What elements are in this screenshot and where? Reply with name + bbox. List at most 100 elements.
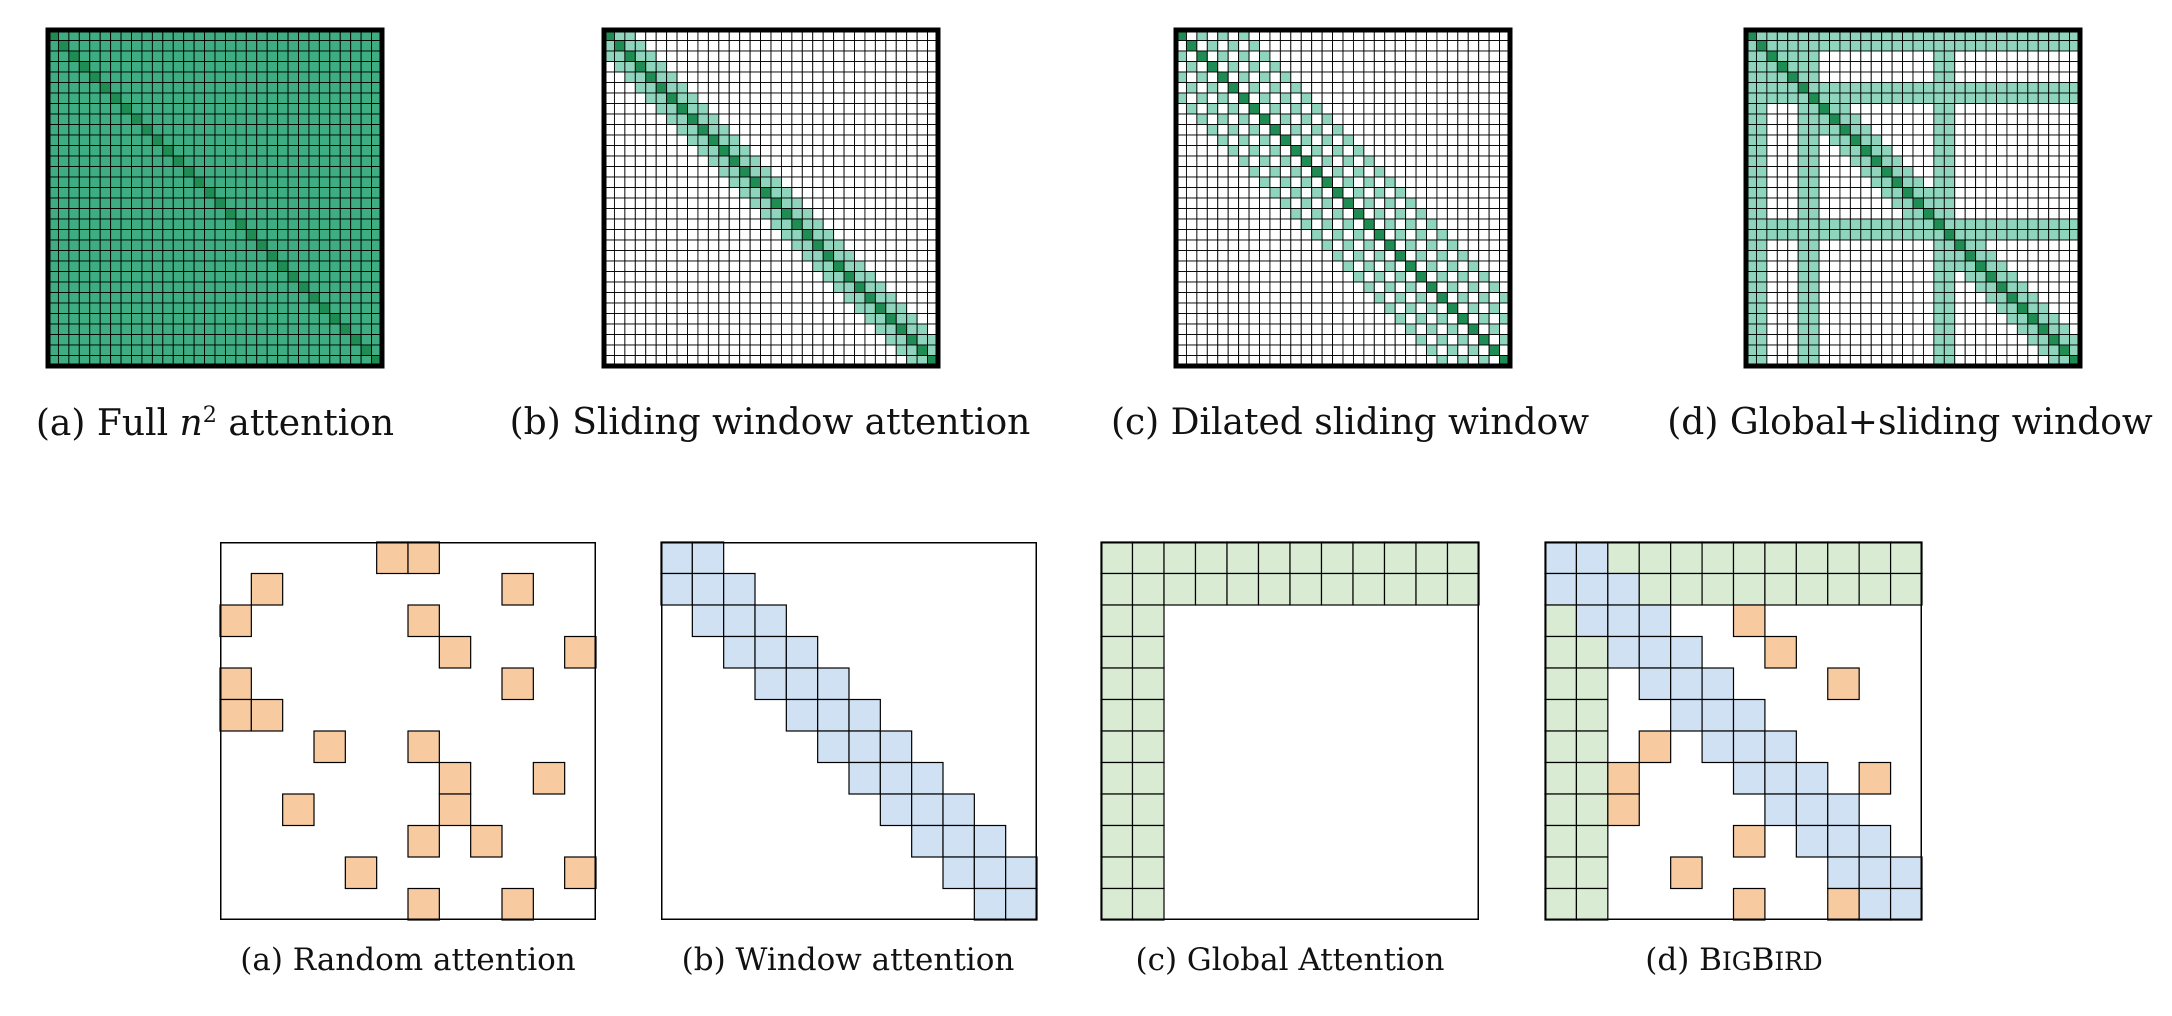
attention-cell (287, 229, 299, 241)
attention-cell (99, 313, 112, 325)
attention-cell (78, 113, 91, 125)
empty-cell (1467, 292, 1480, 304)
empty-cell (1269, 176, 1281, 188)
empty-cell (1405, 208, 1417, 220)
empty-cell (874, 197, 887, 209)
attention-cell (256, 208, 268, 220)
empty-cell (1227, 218, 1240, 230)
empty-cell (895, 176, 908, 188)
empty-cell (822, 61, 835, 73)
empty-cell (1373, 103, 1386, 115)
attention-cell (1860, 166, 1872, 178)
attention-cell (235, 344, 247, 356)
attention-cell (812, 218, 824, 230)
empty-cell (1342, 113, 1354, 125)
empty-cell (1860, 302, 1872, 314)
attention-cell (1311, 166, 1323, 178)
empty-cell (739, 292, 751, 304)
attention-cell (1384, 302, 1396, 314)
attention-cell (287, 208, 299, 220)
empty-cell (801, 71, 814, 83)
attention-cell (287, 82, 299, 94)
attention-cell (1436, 334, 1448, 346)
attention-cell (172, 218, 185, 230)
attention-cell (1352, 572, 1386, 606)
attention-cell (634, 50, 647, 62)
attention-cell (89, 113, 101, 125)
bigbird-matrix (1544, 541, 1923, 921)
attention-cell (110, 302, 122, 314)
attention-cell (1787, 229, 1799, 241)
attention-cell (131, 313, 143, 325)
empty-cell (1426, 61, 1438, 73)
empty-cell (854, 82, 866, 94)
attention-cell (1342, 239, 1354, 251)
attention-cell (1818, 113, 1830, 125)
empty-cell (1457, 176, 1469, 188)
attention-cell (2037, 92, 2050, 104)
attention-cell (864, 281, 876, 293)
attention-cell (1426, 302, 1438, 314)
empty-cell (624, 145, 636, 157)
attention-cell (1891, 82, 1904, 94)
empty-cell (1426, 103, 1438, 115)
empty-cell (1238, 292, 1250, 304)
empty-cell (1384, 50, 1396, 62)
empty-cell (1259, 40, 1271, 52)
attention-cell (89, 176, 101, 188)
attention-cell (1446, 323, 1459, 335)
empty-cell (833, 155, 845, 167)
attention-cell (1858, 824, 1892, 858)
empty-cell (1342, 82, 1354, 94)
empty-cell (655, 281, 668, 293)
attention-cell (277, 134, 289, 146)
attention-cell (770, 176, 782, 188)
empty-cell (1922, 334, 1935, 346)
attention-cell (1985, 229, 1997, 241)
attention-cell (1889, 887, 1923, 921)
empty-cell (843, 124, 855, 136)
attention-cell (287, 218, 299, 230)
empty-cell (1405, 187, 1417, 199)
empty-cell (2048, 281, 2060, 293)
empty-cell (770, 61, 782, 73)
attention-cell (1755, 334, 1768, 346)
attention-cell (235, 313, 247, 325)
empty-cell (1891, 113, 1904, 125)
empty-cell (1394, 50, 1407, 62)
empty-cell (676, 271, 688, 283)
attention-cell (1954, 260, 1966, 272)
empty-cell (1259, 208, 1271, 220)
attention-cell (1446, 572, 1480, 606)
empty-cell (1954, 113, 1966, 125)
attention-cell (1238, 92, 1250, 104)
attention-cell (1238, 134, 1250, 146)
attention-cell (318, 218, 331, 230)
attention-cell (204, 113, 216, 125)
empty-cell (687, 250, 699, 262)
attention-cell (1797, 40, 1810, 52)
attention-cell (1808, 50, 1820, 62)
attention-cell (68, 103, 80, 115)
empty-cell (1922, 239, 1935, 251)
empty-cell (1196, 197, 1208, 209)
attention-cell (1488, 281, 1501, 293)
attention-cell (131, 271, 143, 283)
attention-cell (235, 218, 247, 230)
attention-cell (2048, 344, 2060, 356)
empty-cell (1996, 187, 2008, 199)
empty-cell (812, 197, 824, 209)
attention-cell (1100, 856, 1134, 890)
attention-cell (245, 145, 258, 157)
empty-cell (1881, 250, 1893, 262)
empty-cell (843, 82, 855, 94)
attention-cell (1321, 155, 1334, 167)
attention-cell (1248, 166, 1260, 178)
attention-cell (78, 40, 91, 52)
attention-cell (224, 302, 237, 314)
empty-cell (1248, 344, 1260, 356)
empty-cell (1332, 103, 1344, 115)
empty-cell (791, 344, 803, 356)
attention-cell (141, 176, 153, 188)
empty-cell (1321, 124, 1334, 136)
